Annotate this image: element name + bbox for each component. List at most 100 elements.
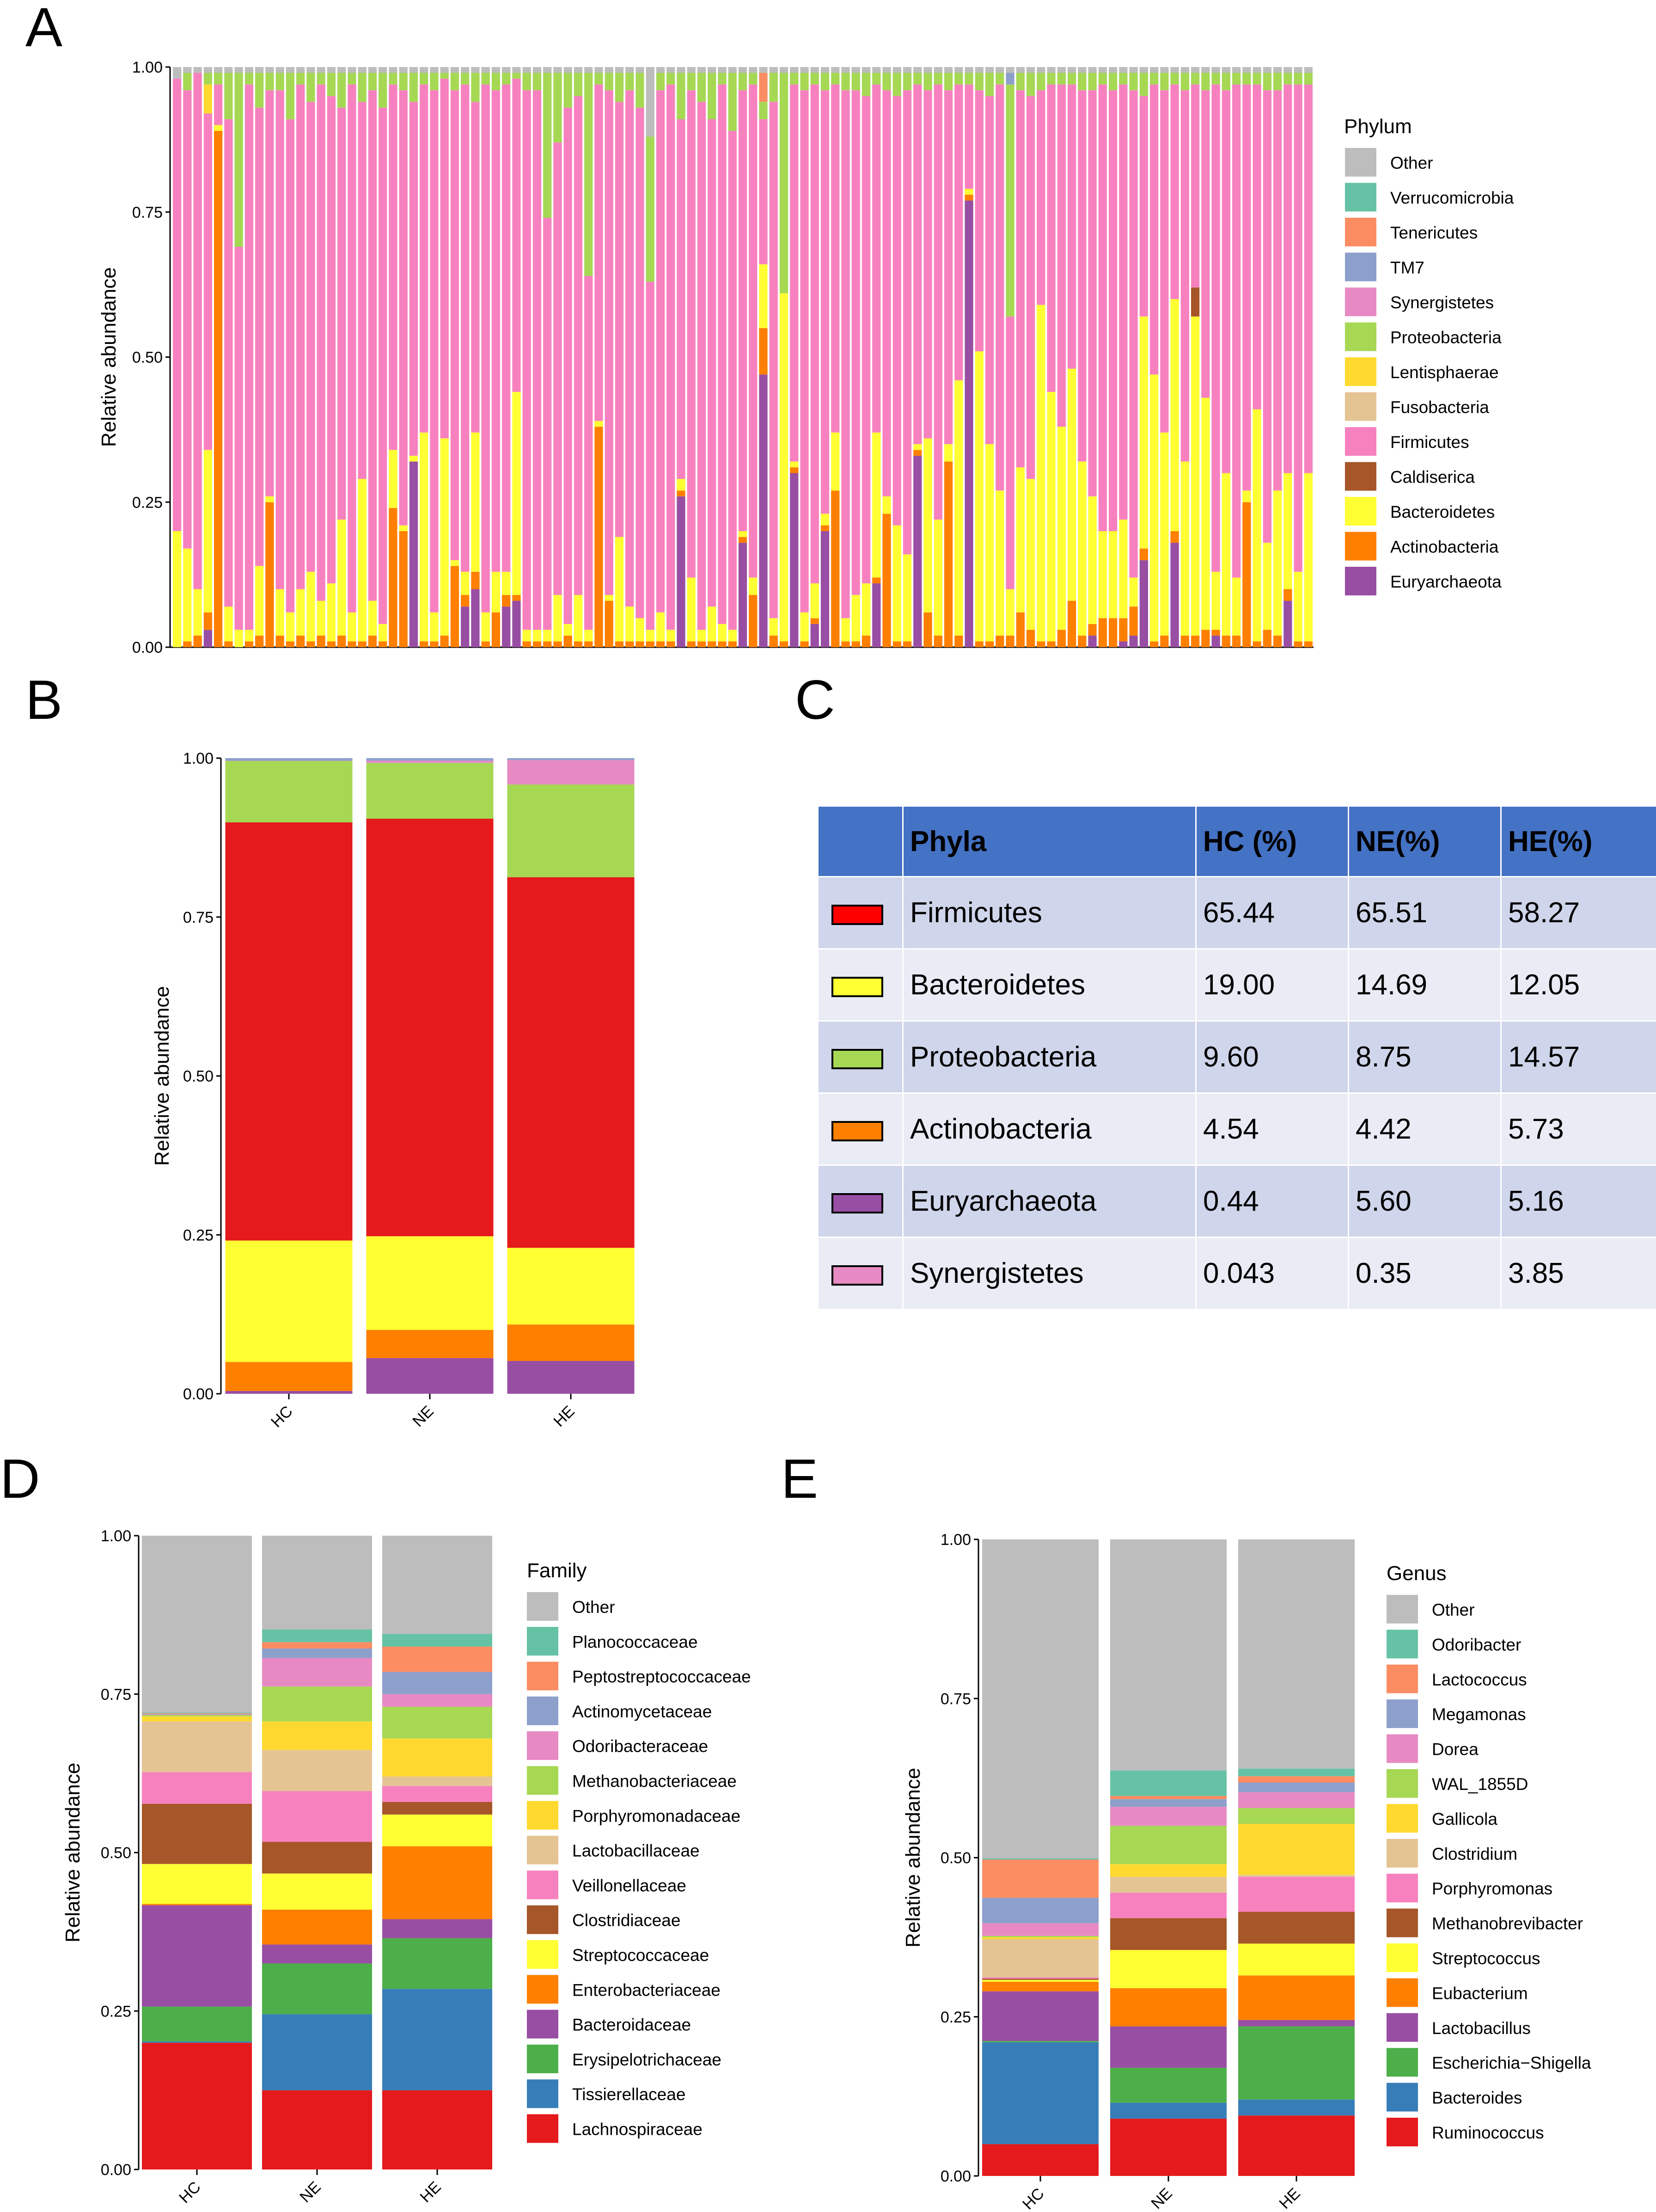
chart-a-bar-other xyxy=(1170,67,1179,73)
chart-a-bar-firmicutes xyxy=(687,90,696,578)
legend-e-label-bacteroides: Bacteroides xyxy=(1432,2089,1522,2108)
chart-a-bar-proteobacteria xyxy=(728,73,737,131)
legend-e-swatch-streptococcus xyxy=(1387,1943,1418,1972)
chart-a-bar-other xyxy=(584,67,593,73)
chart-a-bar-actinobacteria xyxy=(379,641,387,647)
chart-a-bar-other xyxy=(306,67,315,73)
chart-a-bar-actinobacteria xyxy=(1047,641,1056,647)
chart-a-bar-firmicutes xyxy=(1294,84,1302,572)
chart-a-bar-actinobacteria xyxy=(1129,607,1138,636)
chart-a-bar-proteobacteria xyxy=(502,73,511,85)
chart-a-bar-other xyxy=(656,67,665,73)
chart-a-bar-firmicutes xyxy=(1098,84,1107,531)
table-row: Synergistetes 0.043 0.35 3.85 xyxy=(817,1237,1656,1310)
table-cell-ne: 8.75 xyxy=(1348,1020,1502,1094)
chart-a-bar-other xyxy=(985,67,994,73)
chart-a-bar-proteobacteria xyxy=(605,73,613,91)
legend-d-label-other: Other xyxy=(572,1598,615,1617)
chart-a-bar-firmicutes xyxy=(368,90,377,601)
chart-a-bar-actinobacteria xyxy=(502,595,511,607)
table-cell-he: 58.27 xyxy=(1500,876,1656,950)
chart-a-bar-euryarchaeota xyxy=(1283,600,1292,647)
chart-a-bar-proteobacteria xyxy=(399,73,408,91)
chart-a-bar-proteobacteria xyxy=(512,73,521,79)
chart-e-y-tick-label: 0.50 xyxy=(941,1850,971,1867)
legend-d-label-enterobacteriaceae: Enterobacteriaceae xyxy=(572,1980,721,1999)
chart-a-bar-actinobacteria xyxy=(358,641,367,647)
chart-e-bar-ruminococcus xyxy=(1238,2115,1355,2176)
chart-a-bar-other xyxy=(1139,67,1148,73)
chart-a-bar-bacteroidetes xyxy=(203,450,213,613)
chart-a-bar-actinobacteria xyxy=(1242,502,1251,647)
chart-a-bar-firmicutes xyxy=(1253,84,1261,410)
chart-a-bar-actinobacteria xyxy=(831,490,840,647)
chart-a-bar-proteobacteria xyxy=(584,73,593,276)
chart-a-bar-firmicutes xyxy=(1119,84,1128,520)
legend-d-swatch-streptococcaceae xyxy=(527,1940,558,1969)
chart-a-bar-firmicutes xyxy=(379,107,387,624)
chart-d-bar-erysipelotrichaceae xyxy=(262,1963,372,2015)
chart-a-bar-firmicutes xyxy=(913,84,922,444)
chart-a-bar-other xyxy=(275,67,284,73)
table-cell-hc: 19.00 xyxy=(1195,948,1349,1022)
chart-a-bar-proteobacteria xyxy=(913,73,922,85)
table-row: Proteobacteria 9.60 8.75 14.57 xyxy=(817,1020,1656,1094)
chart-b-bar-firmicutes xyxy=(366,818,494,1237)
chart-a-bar-euryarchaeota xyxy=(965,200,973,647)
chart-a-bar-actinobacteria xyxy=(491,612,501,647)
legend-e-swatch-escherichia-shigella xyxy=(1387,2048,1418,2077)
chart-d-x-tick-label: HE xyxy=(416,2178,444,2206)
chart-a-bar-actinobacteria xyxy=(934,635,942,647)
chart-e-bar-dorea xyxy=(1238,1792,1355,1808)
chart-a-bar-bacteroidetes xyxy=(636,618,644,642)
chart-a-bar-other xyxy=(934,67,942,73)
chart-b-x-tick-label: HC xyxy=(268,1403,296,1431)
chart-a-bar-bacteroidetes xyxy=(420,432,428,642)
chart-a-bar-actinobacteria xyxy=(203,612,213,630)
chart-a-bar-firmicutes xyxy=(769,102,778,619)
chart-a-bar-bacteroidetes xyxy=(646,630,654,642)
chart-d-bar-actinomycetaceae xyxy=(262,1648,372,1658)
legend-e-label-dorea: Dorea xyxy=(1432,1740,1479,1759)
chart-b-bar-actinobacteria xyxy=(507,1324,635,1361)
chart-a-bar-bacteroidetes xyxy=(749,577,758,595)
chart-a-bar-proteobacteria xyxy=(841,73,850,91)
chart-a-bar-proteobacteria xyxy=(594,73,603,85)
legend-swatch-firmicutes xyxy=(831,904,883,925)
legend-swatch-synergistetes xyxy=(831,1265,883,1286)
chart-a-bar-other xyxy=(636,67,644,73)
chart-a-bar-other xyxy=(1026,67,1035,73)
legend-e-swatch-eubacterium xyxy=(1387,1978,1418,2007)
chart-a-bar-firmicutes xyxy=(944,90,953,444)
chart-a-bar-bacteroidetes xyxy=(697,630,706,642)
chart-a-bar-proteobacteria xyxy=(491,73,501,91)
chart-a-bar-proteobacteria xyxy=(1170,73,1179,85)
chart-b-y-tick-label: 0.75 xyxy=(183,909,214,926)
chart-e-bar-wal-1855d xyxy=(1238,1808,1355,1824)
chart-a-bar-bacteroidetes xyxy=(975,351,984,642)
legend-a-label-firmicutes: Firmicutes xyxy=(1390,433,1469,452)
chart-a-bar-bacteroidetes xyxy=(1160,432,1169,636)
chart-a-bar-other xyxy=(183,67,192,73)
chart-a-bar-actinobacteria xyxy=(985,641,994,647)
chart-e-bar-bacteroides xyxy=(982,2042,1099,2145)
legend-d-swatch-other xyxy=(527,1592,558,1621)
chart-a-bar-bacteroidetes xyxy=(800,612,809,642)
chart-a-bar-actinobacteria xyxy=(399,531,408,647)
chart-a-bar-bacteroidetes xyxy=(666,630,675,642)
chart-b-bar-other xyxy=(225,758,353,761)
chart-a-bar-bacteroidetes xyxy=(574,595,583,642)
chart-d-y-tick-label: 0.50 xyxy=(101,1844,131,1862)
chart-a-bar-other xyxy=(193,67,202,73)
chart-e-bar-odoribacter xyxy=(1238,1768,1355,1777)
chart-a-bar-other xyxy=(605,67,613,73)
chart-a-bar-proteobacteria xyxy=(389,73,397,85)
chart-a-bar-bacteroidetes xyxy=(625,607,634,642)
chart-a-bar-other xyxy=(543,67,552,73)
chart-a-bar-other xyxy=(1047,67,1056,73)
legend-d-label-peptostreptococcaceae: Peptostreptococcaceae xyxy=(572,1667,751,1686)
chart-a-bar-proteobacteria xyxy=(337,73,346,108)
chart-e-bar-streptococcus xyxy=(982,1979,1099,1982)
chart-a-bar-proteobacteria xyxy=(1304,73,1313,85)
chart-e-bar-methanobrevibacter xyxy=(982,1979,1099,1980)
